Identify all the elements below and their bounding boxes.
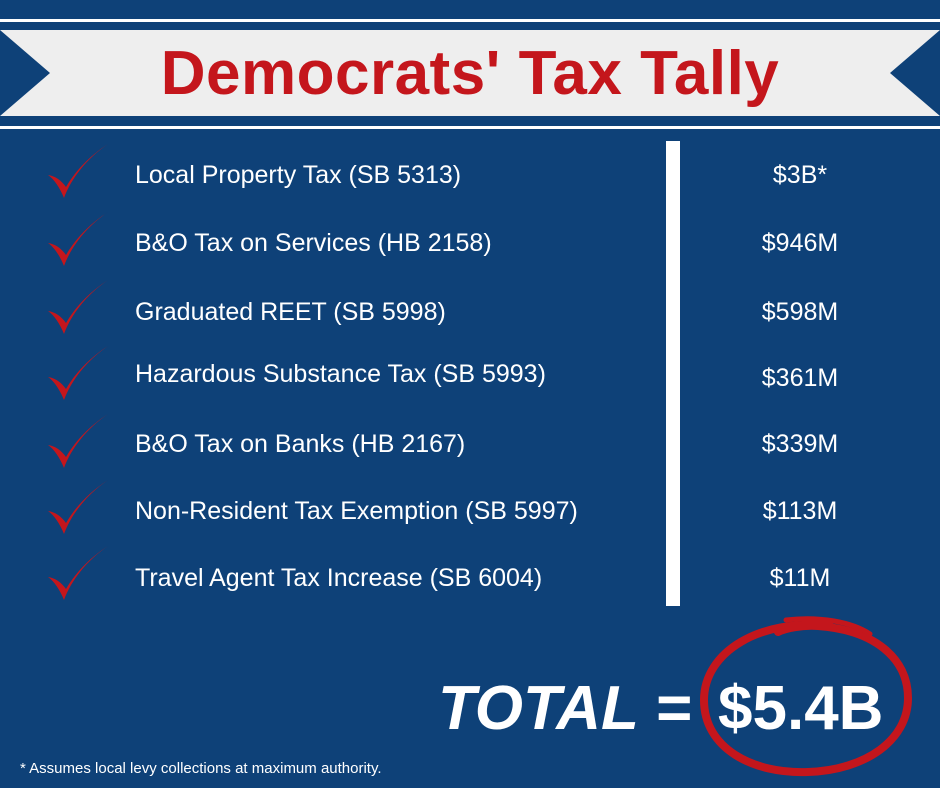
tax-item-amount: $113M bbox=[762, 497, 838, 525]
total-label: TOTAL = bbox=[438, 674, 692, 743]
checkmark-icon bbox=[48, 546, 108, 600]
tax-item-label: Hazardous Substance Tax (SB 5993) bbox=[135, 360, 546, 388]
tax-item-amount: $3B* bbox=[772, 161, 828, 189]
tax-item-label: Non-Resident Tax Exemption (SB 5997) bbox=[135, 497, 578, 525]
checkmark-icon bbox=[48, 414, 108, 468]
title-banner bbox=[0, 30, 940, 116]
tax-item-label: Graduated REET (SB 5998) bbox=[135, 298, 446, 326]
red-circle-icon bbox=[699, 616, 913, 777]
checkmark-icon bbox=[48, 480, 108, 534]
tax-item-label: B&O Tax on Banks (HB 2167) bbox=[135, 430, 466, 458]
tax-item-amount: $361M bbox=[761, 364, 839, 392]
checkmark-icon bbox=[48, 346, 108, 400]
tax-item-label: Local Property Tax (SB 5313) bbox=[135, 161, 462, 189]
tax-item-amount: $11M bbox=[769, 564, 831, 592]
tax-item-amount: $339M bbox=[761, 430, 839, 458]
tax-item-label: Travel Agent Tax Increase (SB 6004) bbox=[135, 564, 543, 592]
tax-item-label: B&O Tax on Services (HB 2158) bbox=[135, 229, 492, 257]
banner-top-rule bbox=[0, 19, 940, 22]
banner-bottom-rule bbox=[0, 126, 940, 129]
checkmark-icon bbox=[48, 212, 108, 266]
page-title: Democrats' Tax Tally bbox=[160, 38, 780, 108]
tax-item-amount: $598M bbox=[761, 298, 839, 326]
checkmark-icon bbox=[48, 280, 108, 334]
total-value: $5.4B bbox=[718, 674, 884, 743]
footnote: * Assumes local levy collections at maxi… bbox=[20, 760, 382, 777]
column-divider bbox=[666, 141, 680, 606]
checkmark-icon bbox=[48, 144, 108, 198]
tax-item-amount: $946M bbox=[761, 229, 839, 257]
